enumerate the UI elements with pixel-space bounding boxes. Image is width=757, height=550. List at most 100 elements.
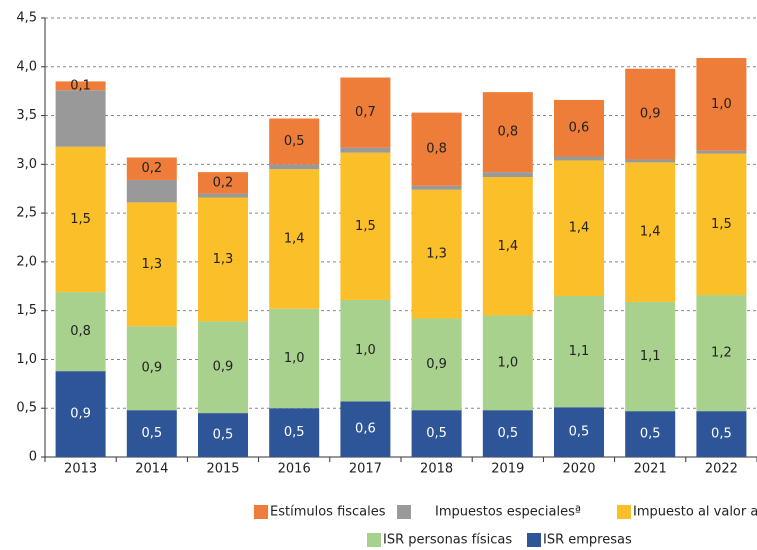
value-label: 0,9: [213, 360, 234, 375]
bar-segment: [340, 152, 391, 300]
x-tick-label: 2016: [278, 462, 311, 477]
legend-swatch: [527, 533, 541, 547]
bar-segment: [696, 295, 747, 412]
x-tick-label: 2019: [491, 462, 524, 477]
bar-segment: [696, 57, 747, 151]
value-label: 1,4: [284, 231, 305, 246]
x-tick-label: 2021: [634, 462, 667, 477]
bar-segment: [411, 185, 462, 190]
bar-segment: [411, 318, 462, 411]
y-tick-label: 2,5: [16, 206, 37, 221]
bar-segment: [55, 371, 106, 457]
bar-segment: [126, 157, 177, 180]
bar-segment: [126, 326, 177, 411]
bar-segment: [340, 401, 391, 457]
legend-swatch: [367, 533, 381, 547]
y-tick-label: 0,5: [16, 401, 37, 416]
bar-segment: [269, 118, 320, 165]
legend-label: ISR personas físicas: [383, 533, 512, 548]
legend-swatch: [254, 505, 268, 519]
bar-segment: [554, 156, 604, 161]
bar-segment: [554, 296, 604, 408]
bar-segment: [625, 68, 676, 160]
bar-segment: [198, 172, 248, 194]
value-label: 0,8: [497, 125, 518, 140]
x-tick-label: 2020: [562, 462, 595, 477]
legend-label: Estímulos fiscales: [270, 505, 386, 520]
bar-segment: [411, 189, 462, 319]
legend-swatch: [397, 505, 411, 519]
bar-segment: [269, 408, 320, 457]
y-tick-label: 1,5: [16, 303, 37, 318]
bar-segment: [126, 202, 177, 327]
x-tick-label: 2017: [349, 462, 382, 477]
value-label: 0,9: [70, 407, 91, 422]
bar-segment: [696, 150, 747, 154]
bar-segment: [696, 411, 747, 457]
value-label: 0,8: [70, 324, 91, 339]
bar-segment: [198, 413, 248, 457]
value-label: 1,5: [70, 212, 91, 227]
bar-segment: [198, 193, 248, 198]
bar-segment: [198, 197, 248, 322]
x-tick-label: 2022: [705, 462, 738, 477]
value-label: 1,0: [284, 351, 305, 366]
x-tick-label: 2018: [420, 462, 453, 477]
bar-segment: [625, 162, 676, 302]
value-label: 0,2: [213, 175, 234, 190]
value-label: 0,7: [355, 105, 376, 120]
value-label: 0,1: [70, 78, 91, 93]
bar-segment: [482, 177, 533, 316]
y-tick-label: 3,5: [16, 108, 37, 123]
bar-segment: [411, 112, 462, 186]
bar-segment: [55, 81, 106, 91]
value-label: 0,5: [497, 426, 518, 441]
bar-segment: [411, 410, 462, 457]
bar-segment: [482, 92, 533, 173]
value-label: 0,9: [141, 361, 162, 376]
y-tick-label: 3,0: [16, 157, 37, 172]
value-label: 0,5: [426, 426, 447, 441]
bar-segment: [340, 299, 391, 402]
bar-segment: [482, 410, 533, 457]
bar-segment: [625, 159, 676, 163]
y-tick-label: 2,0: [16, 254, 37, 269]
value-label: 1,3: [141, 257, 162, 272]
bar-segment: [55, 292, 106, 372]
bar-segment: [55, 90, 106, 147]
value-label: 1,4: [497, 239, 518, 254]
value-label: 0,5: [213, 428, 234, 443]
value-label: 1,2: [711, 346, 732, 361]
y-tick-label: 4,5: [16, 11, 37, 26]
value-label: 0,2: [141, 161, 162, 176]
bar-segment: [269, 169, 320, 309]
value-label: 1,0: [497, 355, 518, 370]
value-label: 1,4: [640, 225, 661, 240]
bar-segment: [198, 321, 248, 414]
value-label: 0,5: [141, 426, 162, 441]
value-label: 1,1: [640, 349, 661, 364]
value-label: 0,6: [355, 422, 376, 437]
value-label: 0,6: [569, 121, 590, 136]
value-label: 0,5: [284, 425, 305, 440]
bar-segment: [625, 411, 676, 457]
bar-segment: [482, 172, 533, 178]
value-label: 1,3: [426, 247, 447, 262]
value-label: 1,5: [355, 219, 376, 234]
bar-segment: [55, 146, 106, 293]
value-label: 1,5: [711, 217, 732, 232]
legend-swatch: [617, 505, 631, 519]
bar-segment: [269, 308, 320, 409]
bar-segment: [126, 179, 177, 203]
bar-segment: [554, 407, 604, 457]
x-tick-label: 2014: [135, 462, 168, 477]
bar-segment: [554, 99, 604, 157]
bar-segment: [269, 164, 320, 170]
y-tick-label: 1,0: [16, 352, 37, 367]
bar-segment: [482, 315, 533, 411]
value-label: 0,5: [711, 427, 732, 442]
value-label: 0,5: [640, 427, 661, 442]
bar-segment: [340, 147, 391, 153]
value-label: 0,5: [569, 425, 590, 440]
